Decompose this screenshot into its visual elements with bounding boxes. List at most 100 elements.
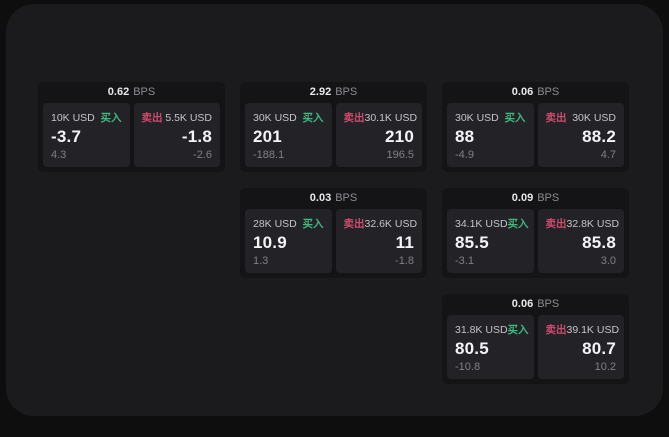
buy-sub-value: -188.1 <box>253 149 285 161</box>
quote-panels: 30K USD 买入 201 -188.1 卖出 30.1K USD 210 1… <box>245 103 422 167</box>
sell-quote-panel[interactable]: 卖出 30.1K USD 210 196.5 <box>335 103 422 167</box>
sell-sub-value: 10.2 <box>594 361 616 373</box>
bps-value: 0.06 <box>511 86 534 98</box>
sell-sub-value: -1.8 <box>395 255 414 267</box>
buy-quote-panel[interactable]: 30K USD 买入 88 -4.9 <box>447 103 534 167</box>
sell-quote-panel[interactable]: 卖出 5.5K USD -1.8 -2.6 <box>133 103 220 167</box>
bps-unit-label: BPS <box>133 86 156 98</box>
buy-side-label: 买入 <box>507 324 529 336</box>
sell-panel-top: 卖出 30.1K USD <box>343 110 418 125</box>
buy-side-label: 买入 <box>302 112 324 124</box>
sell-quote-panel[interactable]: 卖出 32.8K USD 85.8 3.0 <box>537 209 624 273</box>
sell-panel-top: 卖出 32.8K USD <box>545 216 620 231</box>
bps-header: 0.06 BPS <box>447 294 624 315</box>
buy-price: -3.7 <box>51 127 82 146</box>
sell-panel-top: 卖出 39.1K USD <box>546 322 620 337</box>
quote-card: 2.92 BPS 30K USD 买入 201 -188.1 卖出 30.1K … <box>240 82 427 172</box>
sell-quote-panel[interactable]: 卖出 30K USD 88.2 4.7 <box>537 103 624 167</box>
buy-sub-value: -10.8 <box>455 361 481 373</box>
bps-value: 2.92 <box>309 86 332 98</box>
buy-panel-top: 30K USD 买入 <box>253 110 324 125</box>
buy-amount: 30K USD <box>253 112 297 124</box>
buy-side-label: 买入 <box>302 218 324 230</box>
sell-panel-top: 卖出 5.5K USD <box>142 110 213 125</box>
bps-header: 0.06 BPS <box>447 82 624 103</box>
buy-amount: 10K USD <box>51 112 95 124</box>
buy-price: 88 <box>455 127 475 146</box>
buy-sub-value: 4.3 <box>51 149 67 161</box>
quote-panels: 10K USD 买入 -3.7 4.3 卖出 5.5K USD -1.8 -2.… <box>43 103 220 167</box>
bps-header: 0.03 BPS <box>245 188 422 209</box>
sell-side-label: 卖出 <box>343 112 365 124</box>
buy-side-label: 买入 <box>507 218 529 230</box>
sell-side-label: 卖出 <box>545 218 567 230</box>
bps-header: 0.62 BPS <box>43 82 220 103</box>
buy-panel-top: 31.8K USD 买入 <box>455 322 529 337</box>
quote-card: 0.06 BPS 31.8K USD 买入 80.5 -10.8 卖出 39.1… <box>442 294 629 384</box>
buy-price: 201 <box>253 127 282 146</box>
buy-amount: 31.8K USD <box>455 324 508 336</box>
sell-sub-value: 4.7 <box>600 149 616 161</box>
buy-price: 10.9 <box>253 233 287 252</box>
quotes-grid: 0.62 BPS 10K USD 买入 -3.7 4.3 卖出 5.5K USD… <box>38 82 629 384</box>
sell-side-label: 卖出 <box>545 112 567 124</box>
quote-panels: 34.1K USD 买入 85.5 -3.1 卖出 32.8K USD 85.8… <box>447 209 624 273</box>
buy-side-label: 买入 <box>100 112 122 124</box>
quote-panels: 30K USD 买入 88 -4.9 卖出 30K USD 88.2 4.7 <box>447 103 624 167</box>
sell-panel-top: 卖出 30K USD <box>546 110 617 125</box>
sell-quote-panel[interactable]: 卖出 32.6K USD 11 -1.8 <box>335 209 422 273</box>
sell-price: 11 <box>395 233 414 252</box>
buy-amount: 28K USD <box>253 218 297 230</box>
sell-amount: 30K USD <box>572 112 616 124</box>
buy-price: 85.5 <box>455 233 489 252</box>
sell-price: 85.8 <box>582 233 616 252</box>
bps-unit-label: BPS <box>537 298 560 310</box>
quote-card: 0.62 BPS 10K USD 买入 -3.7 4.3 卖出 5.5K USD… <box>38 82 225 172</box>
sell-sub-value: 196.5 <box>386 149 414 161</box>
buy-quote-panel[interactable]: 28K USD 买入 10.9 1.3 <box>245 209 332 273</box>
bps-value: 0.09 <box>511 192 534 204</box>
quote-card: 0.06 BPS 30K USD 买入 88 -4.9 卖出 30K USD 8… <box>442 82 629 172</box>
sell-amount: 5.5K USD <box>165 112 212 124</box>
buy-panel-top: 30K USD 买入 <box>455 110 526 125</box>
buy-amount: 30K USD <box>455 112 499 124</box>
buy-price: 80.5 <box>455 339 489 358</box>
bps-unit-label: BPS <box>537 192 560 204</box>
bps-unit-label: BPS <box>537 86 560 98</box>
buy-panel-top: 28K USD 买入 <box>253 216 324 231</box>
sell-quote-panel[interactable]: 卖出 39.1K USD 80.7 10.2 <box>537 315 624 379</box>
buy-panel-top: 10K USD 买入 <box>51 110 122 125</box>
bps-header: 0.09 BPS <box>447 188 624 209</box>
quote-panels: 28K USD 买入 10.9 1.3 卖出 32.6K USD 11 -1.8 <box>245 209 422 273</box>
bps-unit-label: BPS <box>335 192 358 204</box>
sell-side-label: 卖出 <box>141 112 163 124</box>
sell-price: 210 <box>385 127 414 146</box>
quote-panels: 31.8K USD 买入 80.5 -10.8 卖出 39.1K USD 80.… <box>447 315 624 379</box>
buy-amount: 34.1K USD <box>455 218 508 230</box>
buy-sub-value: -3.1 <box>455 255 474 267</box>
sell-price: 88.2 <box>582 127 616 146</box>
buy-quote-panel[interactable]: 30K USD 买入 201 -188.1 <box>245 103 332 167</box>
buy-side-label: 买入 <box>504 112 526 124</box>
sell-amount: 30.1K USD <box>364 112 418 124</box>
sell-amount: 32.6K USD <box>364 218 418 230</box>
bps-value: 0.06 <box>511 298 534 310</box>
bps-value: 0.62 <box>107 86 130 98</box>
sell-side-label: 卖出 <box>343 218 365 230</box>
bps-unit-label: BPS <box>335 86 358 98</box>
buy-quote-panel[interactable]: 31.8K USD 买入 80.5 -10.8 <box>447 315 534 379</box>
quote-card: 0.09 BPS 34.1K USD 买入 85.5 -3.1 卖出 32.8K… <box>442 188 629 278</box>
buy-sub-value: -4.9 <box>455 149 474 161</box>
buy-quote-panel[interactable]: 34.1K USD 买入 85.5 -3.1 <box>447 209 534 273</box>
sell-price: -1.8 <box>181 127 212 146</box>
buy-sub-value: 1.3 <box>253 255 269 267</box>
buy-panel-top: 34.1K USD 买入 <box>455 216 529 231</box>
quote-card: 0.03 BPS 28K USD 买入 10.9 1.3 卖出 32.6K US… <box>240 188 427 278</box>
buy-quote-panel[interactable]: 10K USD 买入 -3.7 4.3 <box>43 103 130 167</box>
sell-price: 80.7 <box>582 339 616 358</box>
sell-amount: 32.8K USD <box>566 218 620 230</box>
app-window: 0.62 BPS 10K USD 买入 -3.7 4.3 卖出 5.5K USD… <box>6 4 663 416</box>
sell-sub-value: -2.6 <box>193 149 212 161</box>
sell-amount: 39.1K USD <box>566 324 620 336</box>
bps-value: 0.03 <box>309 192 332 204</box>
